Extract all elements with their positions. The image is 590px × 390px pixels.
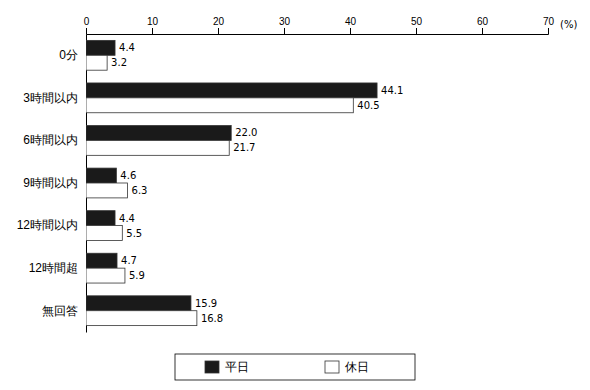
- data-label: 21.7: [233, 142, 255, 153]
- y-tick: 6時間以内: [23, 133, 86, 147]
- tick-label: 60: [477, 16, 489, 27]
- bar: [86, 226, 122, 241]
- legend-swatch: [205, 361, 219, 373]
- data-label: 15.9: [195, 298, 217, 309]
- data-label: 4.6: [120, 170, 136, 181]
- y-tick: 無回答: [42, 304, 86, 318]
- bar: [86, 55, 107, 70]
- x-tick: 30: [279, 16, 291, 34]
- tick-label: 12時間以内: [17, 218, 78, 232]
- y-tick: 12時間以内: [17, 218, 86, 232]
- tick-mark: [218, 28, 219, 34]
- bar: [86, 183, 128, 198]
- data-label: 6.3: [132, 185, 148, 196]
- tick-mark: [482, 28, 483, 34]
- tick-label: 50: [411, 16, 423, 27]
- data-label: 4.4: [119, 213, 135, 224]
- axis-line: [87, 28, 549, 35]
- data-label: 22.0: [235, 127, 257, 138]
- tick-label: 40: [345, 16, 357, 27]
- data-label: 3.2: [111, 57, 127, 68]
- bar: [86, 296, 191, 311]
- axis-label: (%): [560, 19, 577, 30]
- bar: [86, 268, 125, 283]
- x-tick: 60: [477, 16, 489, 34]
- bar: [86, 168, 116, 183]
- x-tick: 20: [213, 16, 225, 34]
- y-tick: 3時間以内: [23, 91, 86, 105]
- data-label: 5.5: [126, 228, 142, 239]
- y-tick: 12時間超: [29, 261, 86, 275]
- tick-mark: [86, 28, 87, 34]
- y-tick: 9時間以内: [23, 176, 86, 190]
- tick-label: 9時間以内: [23, 176, 78, 190]
- tick-mark: [548, 28, 549, 34]
- tick-label: 3時間以内: [23, 91, 78, 105]
- legend-item: 休日: [325, 360, 369, 374]
- bar: [86, 253, 117, 268]
- bar: [86, 211, 115, 226]
- x-tick: 70: [543, 16, 555, 34]
- tick-label: 10: [147, 16, 159, 27]
- y-axis: 0分 3時間以内 6時間以内 9時間以内 12時間以内 12時間超無回答: [17, 35, 87, 333]
- legend-swatch: [325, 361, 339, 373]
- tick-label: 30: [279, 16, 291, 27]
- bar: [86, 311, 197, 326]
- data-labels: 4.4 44.1 22.0 4.6 4.4 4.7 15.9 3.2 40.5 21.7 6.3 5.…: [111, 42, 403, 323]
- data-label: 4.7: [121, 255, 137, 266]
- tick-label: 20: [213, 16, 225, 27]
- x-tick: 0: [84, 16, 90, 34]
- data-label: 16.8: [201, 313, 223, 324]
- tick-label: 70: [543, 16, 555, 27]
- bar: [86, 83, 377, 98]
- legend-label: 平日: [225, 360, 249, 374]
- bar: [86, 98, 353, 113]
- x-tick: 50: [411, 16, 423, 34]
- legend-label: 休日: [345, 360, 369, 374]
- tick-mark: [284, 28, 285, 34]
- chart: 0 10 20 30 40 50 60 70 (%) 0分 3時間以内 6時間以内 9時間以内 12時間以…: [0, 0, 590, 390]
- tick-mark: [152, 28, 153, 34]
- bar: [86, 126, 231, 141]
- tick-label: 無回答: [42, 304, 78, 318]
- legend-item: 平日: [205, 360, 249, 374]
- legend-box: [175, 354, 415, 380]
- data-label: 40.5: [357, 100, 379, 111]
- legend: 平日 休日: [175, 354, 415, 380]
- x-axis: 0 10 20 30 40 50 60 70: [84, 16, 555, 35]
- data-label: 44.1: [381, 85, 403, 96]
- data-label: 4.4: [119, 42, 135, 53]
- tick-label: 0分: [59, 48, 78, 62]
- tick-label: 0: [84, 16, 90, 27]
- plot: 0 10 20 30 40 50 60 70 (%) 0分 3時間以内 6時間以内 9時間以内 12時間以…: [17, 16, 578, 333]
- tick-label: 12時間超: [29, 261, 78, 275]
- bars: [86, 40, 377, 325]
- bar: [86, 40, 115, 55]
- data-label: 5.9: [129, 270, 145, 281]
- x-tick: 40: [345, 16, 357, 34]
- tick-mark: [416, 28, 417, 34]
- bar: [86, 140, 229, 155]
- y-tick: 0分: [59, 48, 86, 62]
- tick-label: 6時間以内: [23, 133, 78, 147]
- x-tick: 10: [147, 16, 159, 34]
- tick-mark: [350, 28, 351, 34]
